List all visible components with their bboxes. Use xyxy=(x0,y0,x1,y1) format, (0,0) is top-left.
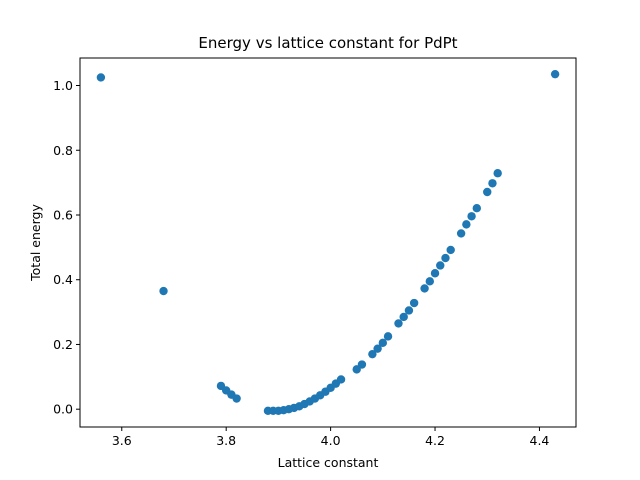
data-point xyxy=(400,313,408,321)
data-point xyxy=(488,179,496,187)
x-tick-label: 3.6 xyxy=(112,433,132,448)
chart-title: Energy vs lattice constant for PdPt xyxy=(198,34,457,52)
data-point xyxy=(394,319,402,327)
y-tick-label: 0.2 xyxy=(53,337,73,352)
y-tick-label: 1.0 xyxy=(53,78,73,93)
data-point xyxy=(337,375,345,383)
data-point xyxy=(551,70,559,78)
data-point xyxy=(467,212,475,220)
x-tick-label: 4.4 xyxy=(530,433,550,448)
data-point xyxy=(441,254,449,262)
data-point xyxy=(384,332,392,340)
data-point xyxy=(483,188,491,196)
y-axis-label: Total energy xyxy=(28,204,43,282)
data-point xyxy=(431,269,439,277)
plot-frame xyxy=(80,58,576,427)
y-tick-label: 0.6 xyxy=(53,207,73,222)
data-point xyxy=(420,284,428,292)
data-point xyxy=(493,169,501,177)
data-point xyxy=(410,299,418,307)
data-point xyxy=(379,339,387,347)
data-point xyxy=(436,261,444,269)
x-tick-label: 3.8 xyxy=(216,433,236,448)
data-point xyxy=(159,287,167,295)
data-point xyxy=(405,306,413,314)
data-point xyxy=(426,277,434,285)
y-tick-label: 0.0 xyxy=(53,402,73,417)
x-tick-label: 4.0 xyxy=(321,433,341,448)
data-point xyxy=(446,246,454,254)
x-axis-label: Lattice constant xyxy=(278,455,379,470)
y-tick-label: 0.4 xyxy=(53,272,73,287)
x-axis: 3.6 3.8 4.0 4.2 4.4 xyxy=(112,427,550,448)
data-point xyxy=(97,73,105,81)
data-point xyxy=(457,229,465,237)
data-point xyxy=(232,394,240,402)
data-point xyxy=(462,220,470,228)
y-axis: 0.0 0.2 0.4 0.6 0.8 1.0 xyxy=(53,78,80,417)
y-tick-label: 0.8 xyxy=(53,143,73,158)
data-points xyxy=(97,70,560,415)
data-point xyxy=(358,360,366,368)
data-point xyxy=(473,204,481,212)
x-tick-label: 4.2 xyxy=(425,433,445,448)
